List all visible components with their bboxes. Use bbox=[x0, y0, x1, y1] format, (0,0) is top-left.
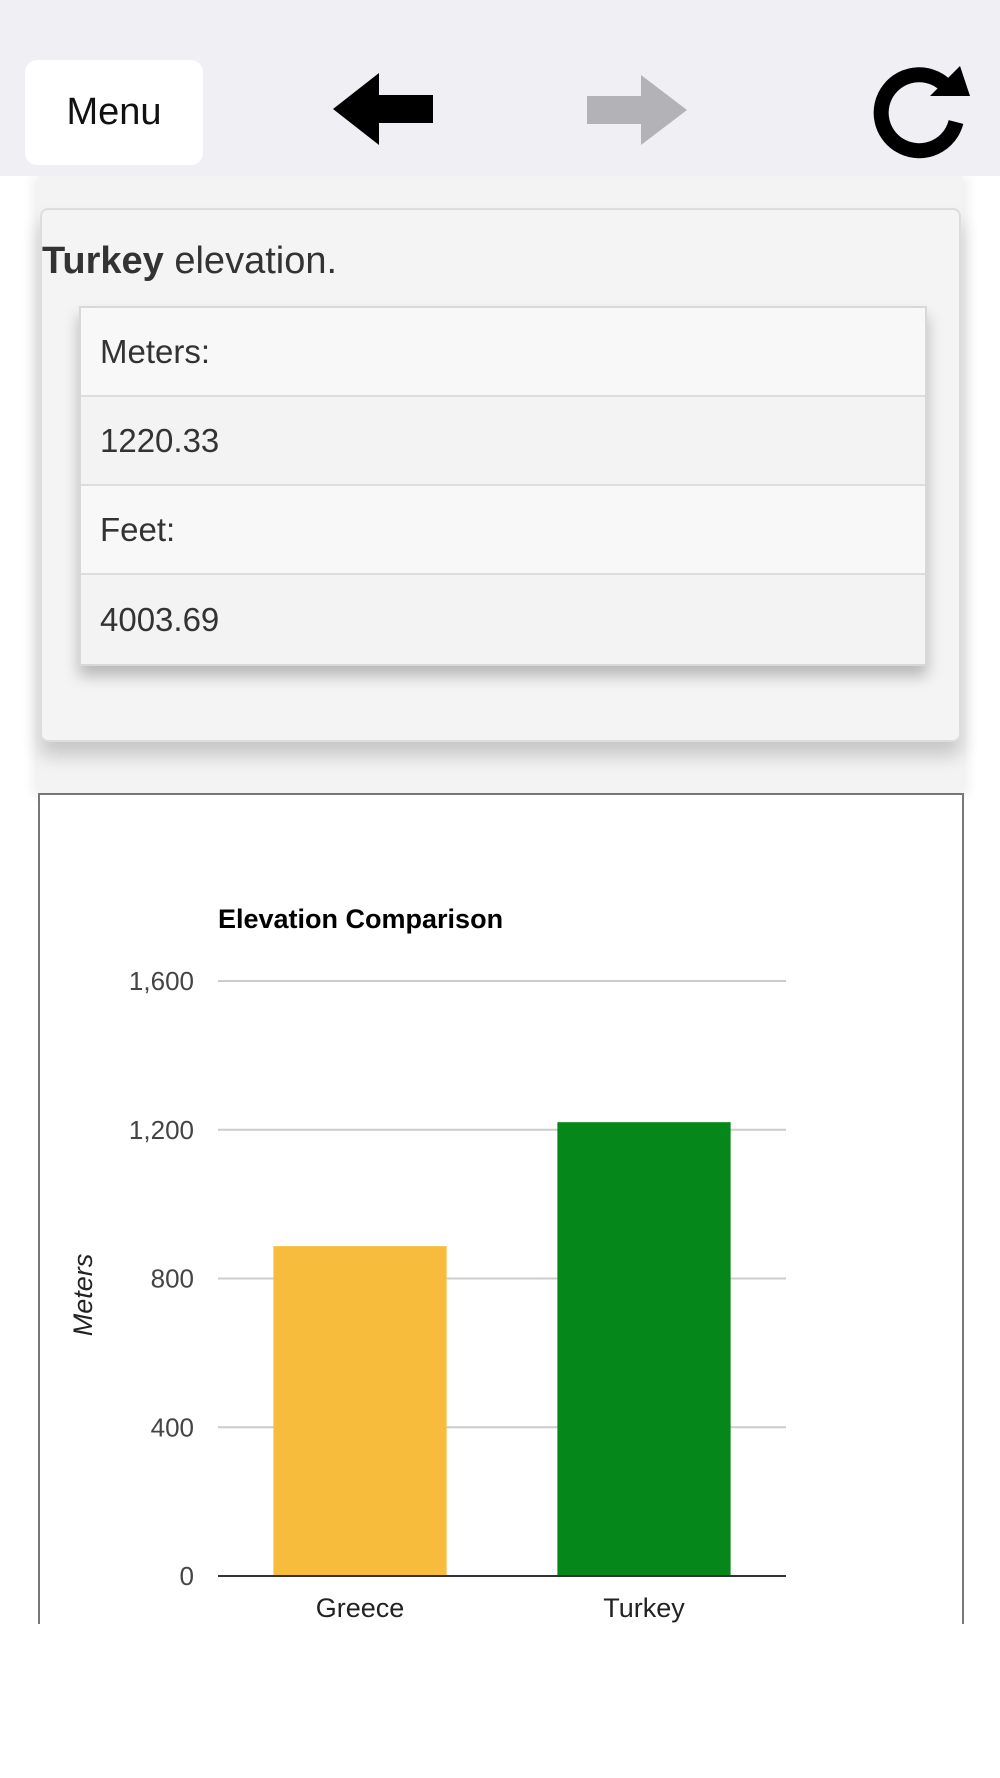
menu-button[interactable]: Menu bbox=[25, 60, 203, 165]
chart-title: Elevation Comparison bbox=[218, 904, 503, 934]
feet-label-row: Feet: bbox=[81, 486, 925, 575]
y-tick-label: 400 bbox=[151, 1412, 194, 1442]
feet-value-row: 4003.69 bbox=[81, 575, 925, 664]
elevation-card: Turkey elevation. Meters: 1220.33 Feet: … bbox=[40, 208, 961, 742]
y-tick-label: 1,200 bbox=[129, 1115, 194, 1145]
refresh-icon[interactable] bbox=[872, 66, 970, 160]
browser-toolbar: Menu bbox=[0, 0, 1000, 176]
y-tick-label: 800 bbox=[151, 1264, 194, 1294]
card-heading: Turkey elevation. bbox=[42, 240, 337, 283]
x-tick-label: Greece bbox=[316, 1593, 405, 1623]
country-name: Turkey bbox=[42, 240, 164, 282]
y-tick-label: 0 bbox=[180, 1561, 194, 1591]
bar-turkey[interactable] bbox=[557, 1122, 731, 1576]
meters-value-row: 1220.33 bbox=[81, 397, 925, 486]
bar-greece[interactable] bbox=[273, 1246, 447, 1576]
elevation-list: Meters: 1220.33 Feet: 4003.69 bbox=[79, 306, 927, 666]
x-tick-labels: Greece Turkey bbox=[316, 1593, 686, 1623]
arrow-left-icon[interactable] bbox=[333, 73, 433, 145]
y-tick-labels: 0 400 800 1,200 1,600 bbox=[129, 966, 194, 1591]
heading-suffix: elevation. bbox=[163, 240, 338, 282]
y-tick-label: 1,600 bbox=[129, 966, 194, 996]
chart-container: Elevation Comparison Meters 0 400 800 1,200… bbox=[38, 793, 964, 1624]
meters-label-row: Meters: bbox=[81, 308, 925, 397]
page-content: Turkey elevation. Meters: 1220.33 Feet: … bbox=[0, 176, 1000, 1624]
elevation-chart: Elevation Comparison Meters 0 400 800 1,200… bbox=[68, 904, 786, 1623]
x-tick-label: Turkey bbox=[603, 1593, 685, 1623]
arrow-right-icon bbox=[587, 75, 687, 145]
y-axis-title: Meters bbox=[68, 1254, 98, 1337]
bars bbox=[273, 1122, 731, 1576]
